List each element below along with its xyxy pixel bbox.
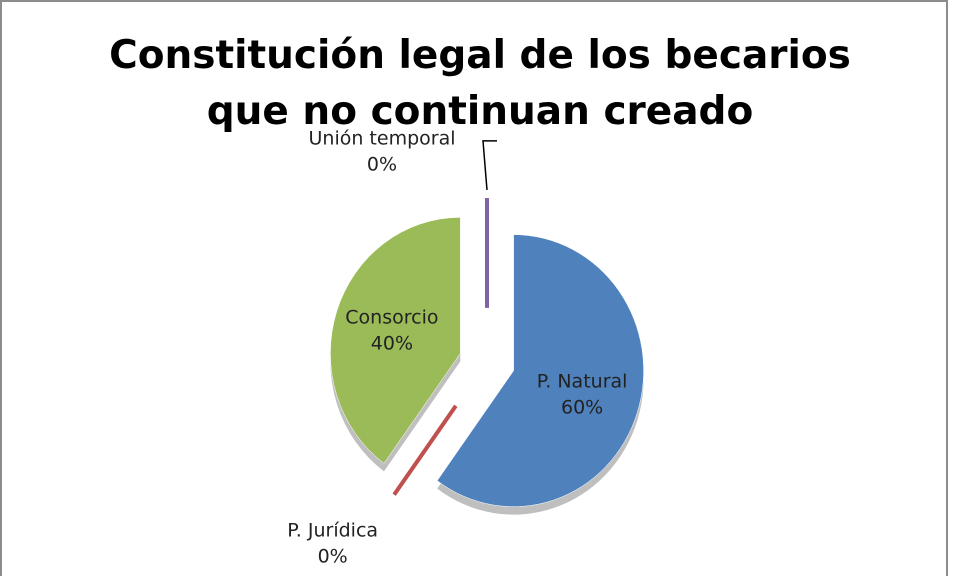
data-label-value: 0%	[367, 153, 397, 175]
data-label-category: P. Jurídica	[287, 519, 378, 541]
data-label-value: 40%	[371, 333, 413, 355]
leader-line	[482, 140, 497, 191]
pie-slice	[330, 217, 461, 464]
pie-slice	[392, 404, 458, 496]
data-label-value: 60%	[561, 396, 603, 418]
data-label-category: P. Natural	[537, 370, 628, 392]
data-label-value: 0%	[318, 545, 348, 567]
data-label-category: Consorcio	[345, 307, 438, 329]
data-label-category: Unión temporal	[309, 127, 456, 149]
chart-title: Constitución legal de los becarios que n…	[109, 33, 851, 134]
pie-slice	[436, 234, 644, 507]
